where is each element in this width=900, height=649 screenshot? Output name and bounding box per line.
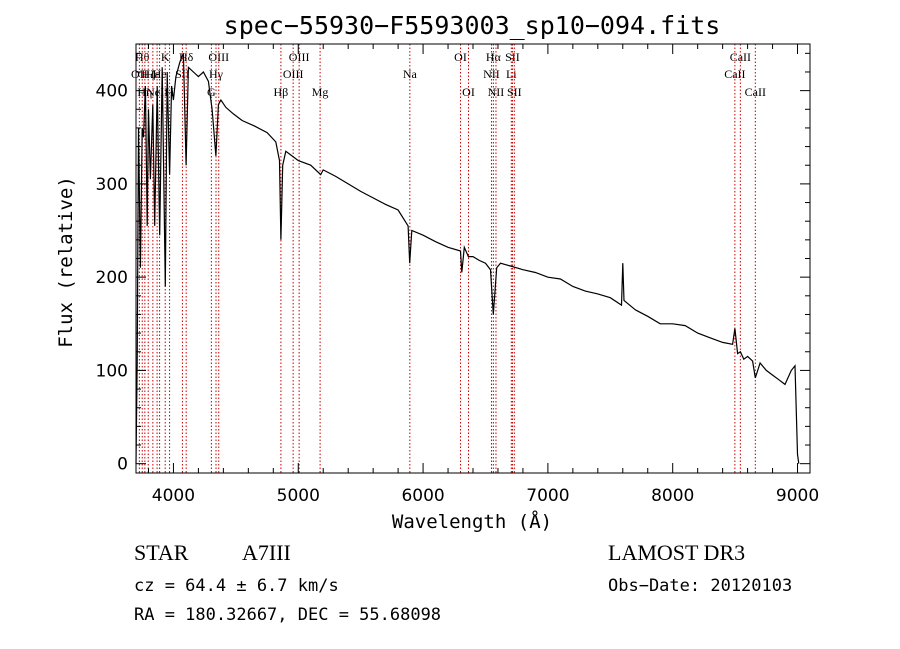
marker-label: K [161,50,170,64]
marker-label: OIII [283,67,304,81]
y-tick-label: 100 [96,361,128,381]
chart-title: spec−55930−F5593003_sp10−094.fits [224,11,721,40]
marker-label: Hε [146,67,160,81]
marker-label: OI [462,85,475,99]
y-tick-label: 400 [96,82,128,102]
marker-label: SII [175,67,190,81]
y-axis-ticks: 0 100 200 300 400 [96,52,810,475]
x-tick-label: 7000 [526,486,569,506]
y-tick-label: 0 [117,455,128,475]
marker-label: CaII [745,85,766,99]
spectrum-line [135,53,800,464]
marker-label: SII [507,85,522,99]
y-tick-label: 300 [96,175,128,195]
x-tick-label: 4000 [152,486,195,506]
x-axis-label: Wavelength (Å) [392,510,552,533]
x-tick-label: 5000 [277,486,320,506]
marker-label: OIII [208,50,229,64]
marker-label: Hβ [274,85,289,99]
line-markers: OIIHθHηHζHεNeIIHeKHSIIHδGHγOIIIHβOIIIOII… [131,44,766,473]
object-class: STAR [134,540,189,565]
marker-label: He [153,67,167,81]
y-tick-label: 200 [96,268,128,288]
marker-label: Li [506,67,517,81]
marker-label: Na [403,67,418,81]
coordinates-text: RA = 180.32667, DEC = 55.68098 [134,605,441,625]
redshift-text: cz = 64.4 ± 6.7 km/s [134,576,339,596]
marker-label: G [207,85,216,99]
marker-label: Hγ [209,67,224,81]
marker-label: CaII [730,50,751,64]
marker-label: OIII [289,50,310,64]
survey-name: LAMOST DR3 [608,540,745,565]
marker-label: Mg [312,85,329,99]
marker-label: Hθ [135,50,150,64]
marker-label: SII [505,50,520,64]
obs-date: Obs−Date: 20120103 [608,576,792,596]
y-axis-label: Flux (relative) [55,176,77,348]
x-tick-label: 6000 [401,486,444,506]
marker-label: OII [131,67,148,81]
object-subclass: A7III [242,540,291,565]
marker-label: Hδ [179,50,194,64]
marker-label: H [165,85,174,99]
marker-label: NII [488,85,505,99]
marker-label: Hα [486,50,502,64]
marker-label: CaII [724,67,745,81]
x-axis-ticks: 4000 5000 6000 7000 8000 9000 [147,44,819,506]
marker-label: Hζ [141,67,155,81]
x-tick-label: 9000 [776,486,819,506]
x-tick-label: 8000 [651,486,694,506]
marker-label: NII [483,67,500,81]
marker-label: OI [454,50,467,64]
plot-frame [135,43,811,474]
